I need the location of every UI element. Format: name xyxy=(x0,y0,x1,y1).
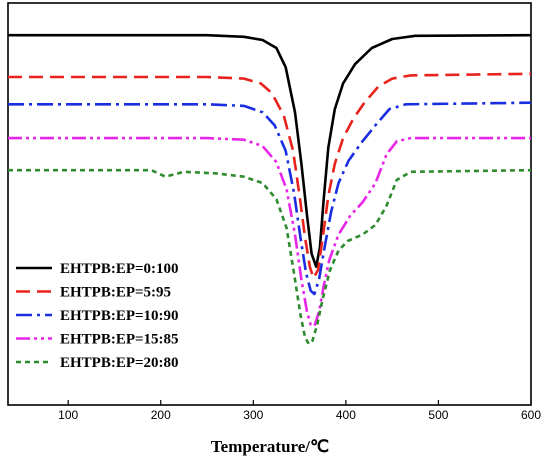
x-axis-title: Temperature/℃ xyxy=(211,437,329,456)
series-line-4 xyxy=(8,136,531,328)
x-tick-label: 300 xyxy=(243,408,263,422)
x-tick-label: 400 xyxy=(336,408,356,422)
legend: EHTPB:EP=0:100 EHTPB:EP=5:95 EHTPB:EP=10:9… xyxy=(16,261,179,371)
x-axis-ticks: 100 200 300 400 500 600 xyxy=(58,400,541,422)
legend-label-4: EHTPB:EP=15:85 xyxy=(60,332,179,348)
x-tick-label: 200 xyxy=(151,408,171,422)
series-line-2 xyxy=(8,72,532,280)
legend-label-1: EHTPB:EP=0:100 xyxy=(60,261,179,277)
legend-label-3: EHTPB:EP=10:90 xyxy=(60,308,179,324)
plot-frame xyxy=(7,2,532,406)
x-tick-label: 500 xyxy=(428,408,448,422)
x-tick-label: 100 xyxy=(58,408,78,422)
series-line-1 xyxy=(8,33,532,268)
series-line-3 xyxy=(8,101,532,296)
x-tick-label: 600 xyxy=(521,408,541,422)
legend-label-2: EHTPB:EP=5:95 xyxy=(60,285,171,301)
series-layer xyxy=(8,33,532,346)
series-line-5 xyxy=(8,168,532,346)
legend-label-5: EHTPB:EP=20:80 xyxy=(60,355,179,371)
